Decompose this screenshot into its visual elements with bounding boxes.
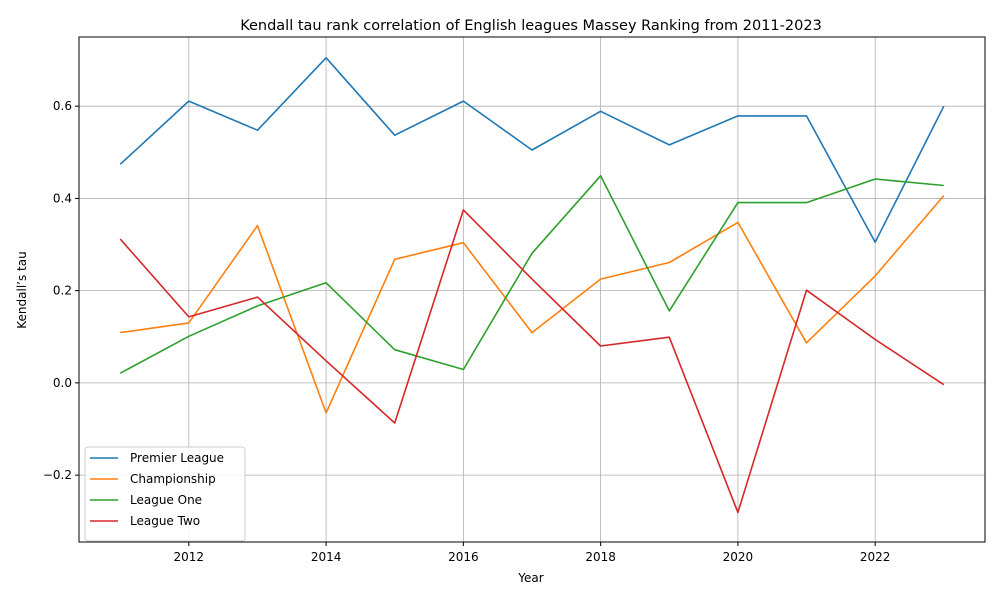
legend-label-league-two: League Two: [130, 514, 200, 528]
x-tick-label: 2020: [723, 550, 754, 564]
y-tick-label: −0.2: [43, 468, 72, 482]
x-tick-label: 2016: [448, 550, 479, 564]
x-axis-ticks: 2012 2014 2016 2018 2020 2022: [174, 542, 891, 564]
series-line-championship: [120, 195, 945, 414]
series-line-league-one: [119, 175, 944, 374]
x-axis-label: Year: [517, 571, 543, 585]
y-tick-label: 0.2: [53, 284, 72, 298]
legend-box: [84, 446, 246, 542]
y-axis-label: Kendall’s tau: [15, 251, 29, 328]
y-tick-label: 0.4: [53, 191, 72, 205]
legend: Premier League Championship League One Leag…: [84, 446, 246, 542]
x-tick-label: 2014: [311, 550, 342, 564]
series-line-league-two: [119, 209, 945, 514]
chart-title: Kendall tau rank correlation of English …: [240, 18, 822, 34]
y-axis-ticks: −0.2 0.0 0.2 0.4 0.6: [43, 99, 79, 482]
plot-frame: [78, 36, 986, 543]
x-tick-label: 2022: [860, 550, 891, 564]
x-tick-label: 2018: [585, 550, 616, 564]
legend-label-league-one: League One: [130, 493, 202, 507]
legend-label-championship: Championship: [130, 472, 216, 486]
y-tick-label: 0.0: [53, 376, 72, 390]
series-line-premier-league: [119, 56, 945, 243]
x-tick-label: 2012: [174, 550, 205, 564]
y-tick-label: 0.6: [53, 99, 72, 113]
legend-label-premier-league: Premier League: [130, 451, 224, 465]
series-lines: [119, 56, 945, 514]
